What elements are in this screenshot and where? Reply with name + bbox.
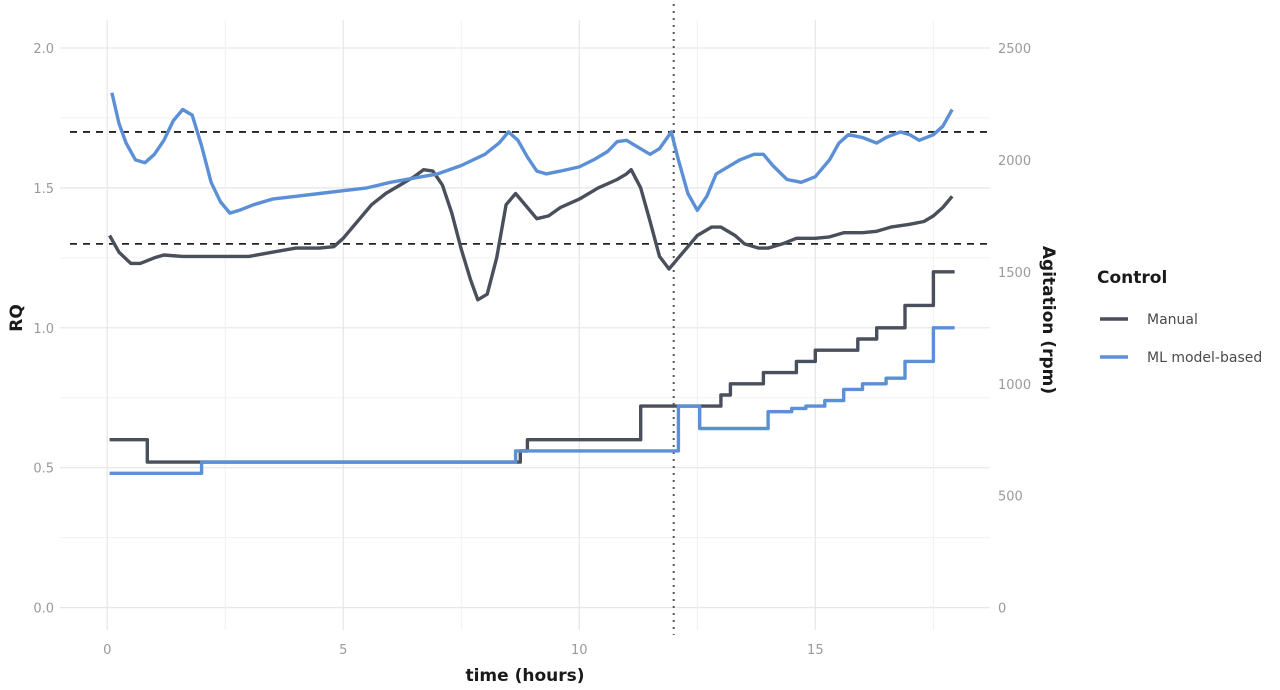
y-left-tick-label: 2.0: [33, 42, 54, 57]
reference-lines: [70, 4, 988, 635]
y-left-tick-label: 0.0: [33, 602, 54, 617]
y-right-tick-label: 500: [998, 490, 1023, 505]
series-line-manual-rq: [108, 168, 954, 302]
y-left-tick-label: 1.5: [33, 182, 54, 197]
x-axis-title: time (hours): [465, 666, 584, 686]
y-right-tick-label: 2500: [998, 42, 1031, 57]
legend-label-ml: ML model-based: [1147, 350, 1262, 366]
legend: Control Manual ML model-based: [1097, 268, 1262, 366]
series-line-manual-agitation: [109, 270, 955, 464]
y-axis-right-title: Agitation (rpm): [1038, 246, 1058, 394]
x-tick-label: 0: [103, 643, 111, 658]
x-tick-label: 10: [571, 643, 588, 658]
y-right-tick-label: 0: [998, 602, 1006, 617]
axis-layer: 0 5 10 15 0.0 0.5 1.0 1.5 2.0 0 500 1000 1500 2000 250…: [33, 42, 1031, 658]
legend-label-manual: Manual: [1147, 312, 1198, 328]
series-layer: [108, 92, 955, 475]
y-right-tick-label: 1500: [998, 266, 1031, 281]
series-line-ml-model-based-agitation: [109, 326, 955, 475]
x-tick-label: 15: [807, 643, 824, 658]
y-right-tick-label: 2000: [998, 154, 1031, 169]
y-left-tick-label: 0.5: [33, 462, 54, 477]
series-line-ml-model-based-rq: [110, 92, 954, 215]
x-tick-label: 5: [339, 643, 347, 658]
y-left-tick-label: 1.0: [33, 322, 54, 337]
legend-title: Control: [1097, 268, 1167, 288]
y-axis-left-title: RQ: [7, 304, 27, 332]
grid-layer: [60, 20, 990, 630]
y-right-tick-label: 1000: [998, 378, 1031, 393]
